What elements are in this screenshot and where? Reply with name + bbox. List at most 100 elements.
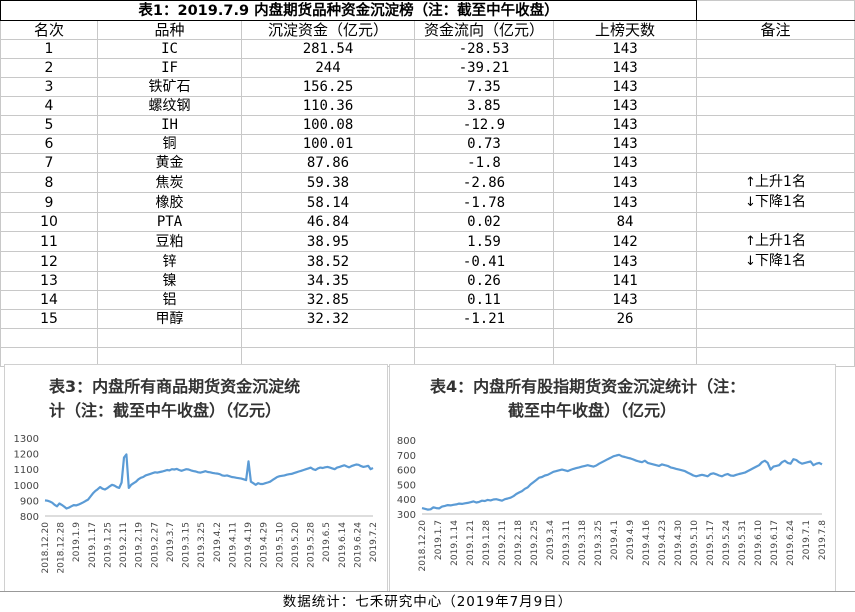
y-tick-label: 700 <box>397 451 416 462</box>
header-name: 品种 <box>97 20 242 40</box>
x-tick-label: 2019.2.18 <box>514 520 524 566</box>
note-cell <box>696 271 855 291</box>
days-cell: 143 <box>553 39 697 59</box>
days-cell: 26 <box>553 309 697 329</box>
arrow-down-icon: ↓ <box>745 195 756 210</box>
name-cell: 黄金 <box>97 153 242 173</box>
index-chart-title-line2: 截至中午收盘）（亿元） <box>508 401 677 420</box>
rank-cell: 9 <box>0 192 98 213</box>
rank-cell: 15 <box>0 309 98 329</box>
commodity-chart-svg: 800 900 1000 1100 1200 1300 2018.12.20 2018.12.… <box>14 434 379 574</box>
name-cell: 螺纹钢 <box>97 96 242 116</box>
x-tick-label: 2019.2.27 <box>150 522 160 568</box>
x-tick-label: 2019.2.25 <box>530 520 540 566</box>
commodity-chart-title-line1: 表3：内盘所有商品期货资金沉淀统 <box>49 377 301 396</box>
days-cell: 84 <box>553 212 697 232</box>
days-cell: 143 <box>553 172 697 193</box>
x-tick-label: 2019.5.10 <box>690 520 700 566</box>
table-title-spacer <box>696 0 855 21</box>
table-row: 8 焦炭 59.38 -2.86 143 ↑上升1名 <box>0 172 855 193</box>
capital-cell: 156.25 <box>241 77 415 97</box>
flow-cell: 0.26 <box>414 271 554 291</box>
flow-cell: -1.8 <box>414 153 554 173</box>
table-row: 4 螺纹钢 110.36 3.85 143 <box>0 96 855 116</box>
x-tick-label: 2019.3.25 <box>594 520 604 566</box>
table-row: 5 IH 100.08 -12.9 143 <box>0 115 855 135</box>
table-row: 9 橡胶 58.14 -1.78 143 ↓下降1名 <box>0 192 855 213</box>
series-line <box>44 453 374 510</box>
x-tick-label: 2019.2.19 <box>135 522 145 568</box>
x-tick-label: 2019.6.17 <box>770 520 780 566</box>
empty-row <box>0 328 855 348</box>
flow-cell: -1.78 <box>414 192 554 213</box>
x-tick-label: 2019.6.24 <box>786 520 796 566</box>
header-flow: 资金流向（亿元） <box>414 20 554 40</box>
x-tick-label: 2019.5.24 <box>722 520 732 566</box>
name-cell: 铁矿石 <box>97 77 242 97</box>
rank-cell: 3 <box>0 77 98 97</box>
name-cell: PTA <box>97 212 242 232</box>
capital-cell: 100.08 <box>241 115 415 135</box>
empty-cell <box>696 328 855 348</box>
y-tick-label: 1000 <box>14 481 39 492</box>
flow-cell: -1.21 <box>414 309 554 329</box>
note-cell: ↓下降1名 <box>696 251 855 272</box>
index-capital-chart: 表4：内盘所有股指期货资金沉淀统计（注： 截至中午收盘）（亿元） 300 400 5… <box>389 364 836 592</box>
note-cell <box>696 309 855 329</box>
table-header-row: 名次 品种 沉淀资金（亿元） 资金流向（亿元） 上榜天数 备注 <box>0 20 855 40</box>
x-tick-label: 2019.4.30 <box>674 520 684 566</box>
flow-cell: -39.21 <box>414 58 554 78</box>
x-tick-label: 2019.1.14 <box>450 520 460 566</box>
x-tick-label: 2019.7.8 <box>818 520 828 560</box>
x-tick-label: 2019.3.18 <box>578 520 588 566</box>
x-tick-label: 2019.5.17 <box>706 520 716 566</box>
capital-cell: 244 <box>241 58 415 78</box>
days-cell: 143 <box>553 134 697 154</box>
table-row: 11 豆粕 38.95 1.59 142 ↑上升1名 <box>0 231 855 252</box>
note-cell <box>696 115 855 135</box>
flow-cell: -0.41 <box>414 251 554 272</box>
name-cell: 锌 <box>97 251 242 272</box>
rank-cell: 6 <box>0 134 98 154</box>
days-cell: 143 <box>553 153 697 173</box>
capital-cell: 46.84 <box>241 212 415 232</box>
x-tick-label: 2019.3.11 <box>562 520 572 566</box>
rank-cell: 7 <box>0 153 98 173</box>
flow-cell: -28.53 <box>414 39 554 59</box>
x-tick-label: 2019.5.28 <box>307 522 317 568</box>
x-tick-label: 2019.2.11 <box>498 520 508 566</box>
rank-cell: 10 <box>0 212 98 232</box>
commodity-chart-title-line2: 计（注：截至中午收盘）（亿元） <box>49 401 282 420</box>
x-tick-label: 2019.1.28 <box>482 520 492 566</box>
capital-cell: 32.32 <box>241 309 415 329</box>
table-title: 表1：2019.7.9 内盘期货品种资金沉淀榜（注：截至中午收盘） <box>0 0 697 21</box>
x-tick-label: 2018.12.20 <box>41 522 51 574</box>
days-cell: 143 <box>553 251 697 272</box>
flow-cell: 1.59 <box>414 231 554 252</box>
arrow-up-icon: ↑ <box>745 234 756 249</box>
table-row: 10 PTA 46.84 0.02 84 <box>0 212 855 232</box>
days-cell: 143 <box>553 290 697 310</box>
commodity-capital-chart: 表3：内盘所有商品期货资金沉淀统 计（注：截至中午收盘）（亿元） 800 900 1… <box>4 364 388 592</box>
note-cell <box>696 96 855 116</box>
rank-cell: 14 <box>0 290 98 310</box>
x-tick-label: 2019.3.25 <box>197 522 207 568</box>
capital-cell: 87.86 <box>241 153 415 173</box>
series-line <box>421 453 823 511</box>
note-cell <box>696 77 855 97</box>
table-row: 12 锌 38.52 -0.41 143 ↓下降1名 <box>0 251 855 272</box>
x-tick-label: 2019.1.9 <box>72 522 82 562</box>
x-tick-label: 2019.1.21 <box>466 520 476 566</box>
x-tick-label: 2019.3.15 <box>182 522 192 568</box>
footer-source: 数据统计：七禾研究中心（2019年7月9日） <box>0 591 855 612</box>
capital-cell: 281.54 <box>241 39 415 59</box>
x-tick-label: 2018.12.20 <box>418 520 428 572</box>
note-text: 下降1名 <box>755 194 806 210</box>
empty-cell <box>241 328 415 348</box>
name-cell: 镍 <box>97 271 242 291</box>
note-text: 上升1名 <box>755 233 806 249</box>
x-tick-label: 2019.5.20 <box>291 522 301 568</box>
note-cell <box>696 58 855 78</box>
arrow-down-icon: ↓ <box>745 254 756 269</box>
x-tick-label: 2019.6.5 <box>322 522 332 562</box>
